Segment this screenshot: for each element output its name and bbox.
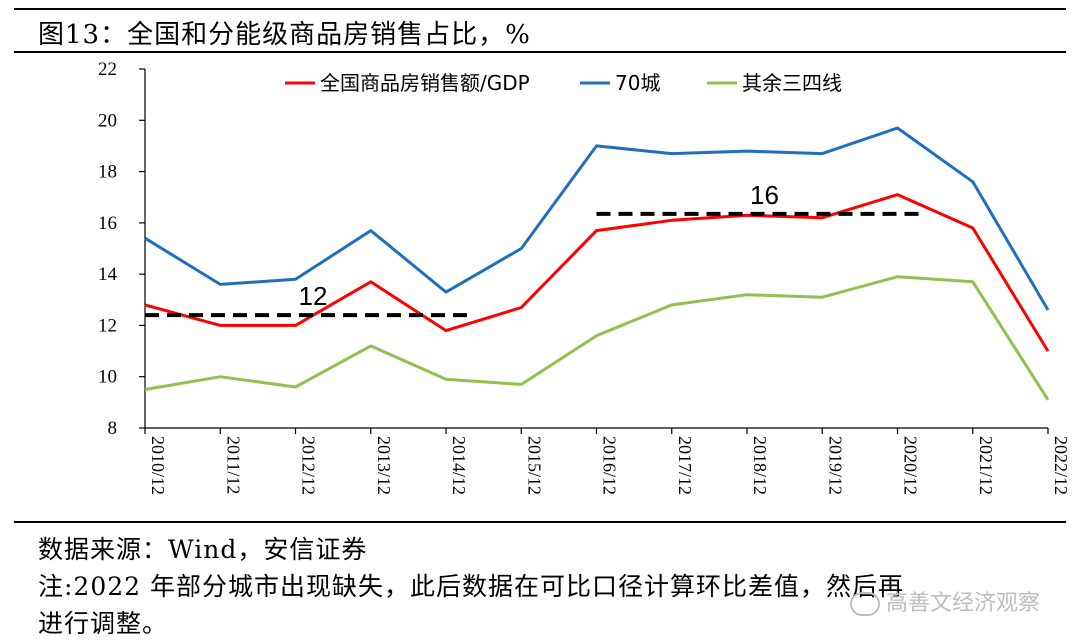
figure-title: 图13：全国和分能级商品房销售占比，% (38, 20, 531, 50)
y-tick-label: 22 (98, 59, 117, 80)
x-tick-label: 2010/12 (148, 436, 168, 495)
reference-label-0: 12 (299, 281, 328, 311)
x-tick-label: 2022/12 (1051, 436, 1071, 495)
x-tick-label: 2013/12 (374, 436, 394, 495)
y-tick-label: 16 (98, 213, 117, 234)
watermark: 高善文经济观察 (849, 585, 1040, 617)
title-rule (14, 51, 1066, 53)
wechat-icon (849, 592, 880, 616)
legend-label-0: 全国商品房销售额/GDP (320, 71, 530, 95)
y-tick-label: 20 (98, 110, 117, 131)
note-line-2: 进行调整。 (38, 609, 169, 638)
footer-rule (14, 521, 1066, 523)
y-tick-label: 18 (98, 162, 117, 183)
watermark-text: 高善文经济观察 (885, 591, 1040, 616)
legend-label-2: 其余三四线 (742, 71, 842, 95)
x-tick-label: 2019/12 (825, 436, 845, 495)
top-rule (14, 8, 1066, 10)
line-chart: 8 10 12 14 16 18 20 22 2010/12 2011/12 2012/12 2013… (98, 59, 1071, 495)
series-line-0 (144, 193, 1050, 352)
legend-label-1: 70城 (615, 71, 660, 95)
source-text: 数据来源：Wind，安信证券 (38, 535, 368, 564)
y-tick-label: 12 (98, 315, 117, 336)
x-tick-label: 2018/12 (750, 436, 770, 495)
x-tick-label: 2016/12 (600, 436, 620, 495)
x-tick-label: 2014/12 (449, 436, 469, 495)
y-tick-label: 14 (98, 264, 118, 285)
reference-label-1: 16 (750, 180, 779, 210)
y-tick-label: 10 (98, 367, 117, 388)
note-line-1: 注:2022 年部分城市出现缺失，此后数据在可比口径计算环比差值，然后再 (38, 572, 904, 601)
y-tick-label: 8 (108, 418, 118, 439)
x-tick-label: 2021/12 (976, 436, 996, 495)
series-line-1 (144, 126, 1050, 311)
x-tick-label: 2015/12 (524, 436, 544, 495)
x-tick-label: 2012/12 (299, 436, 319, 495)
x-tick-label: 2020/12 (901, 436, 921, 495)
series-line-2 (144, 275, 1050, 401)
x-tick-label: 2017/12 (675, 436, 695, 495)
x-tick-label: 2011/12 (223, 436, 243, 494)
